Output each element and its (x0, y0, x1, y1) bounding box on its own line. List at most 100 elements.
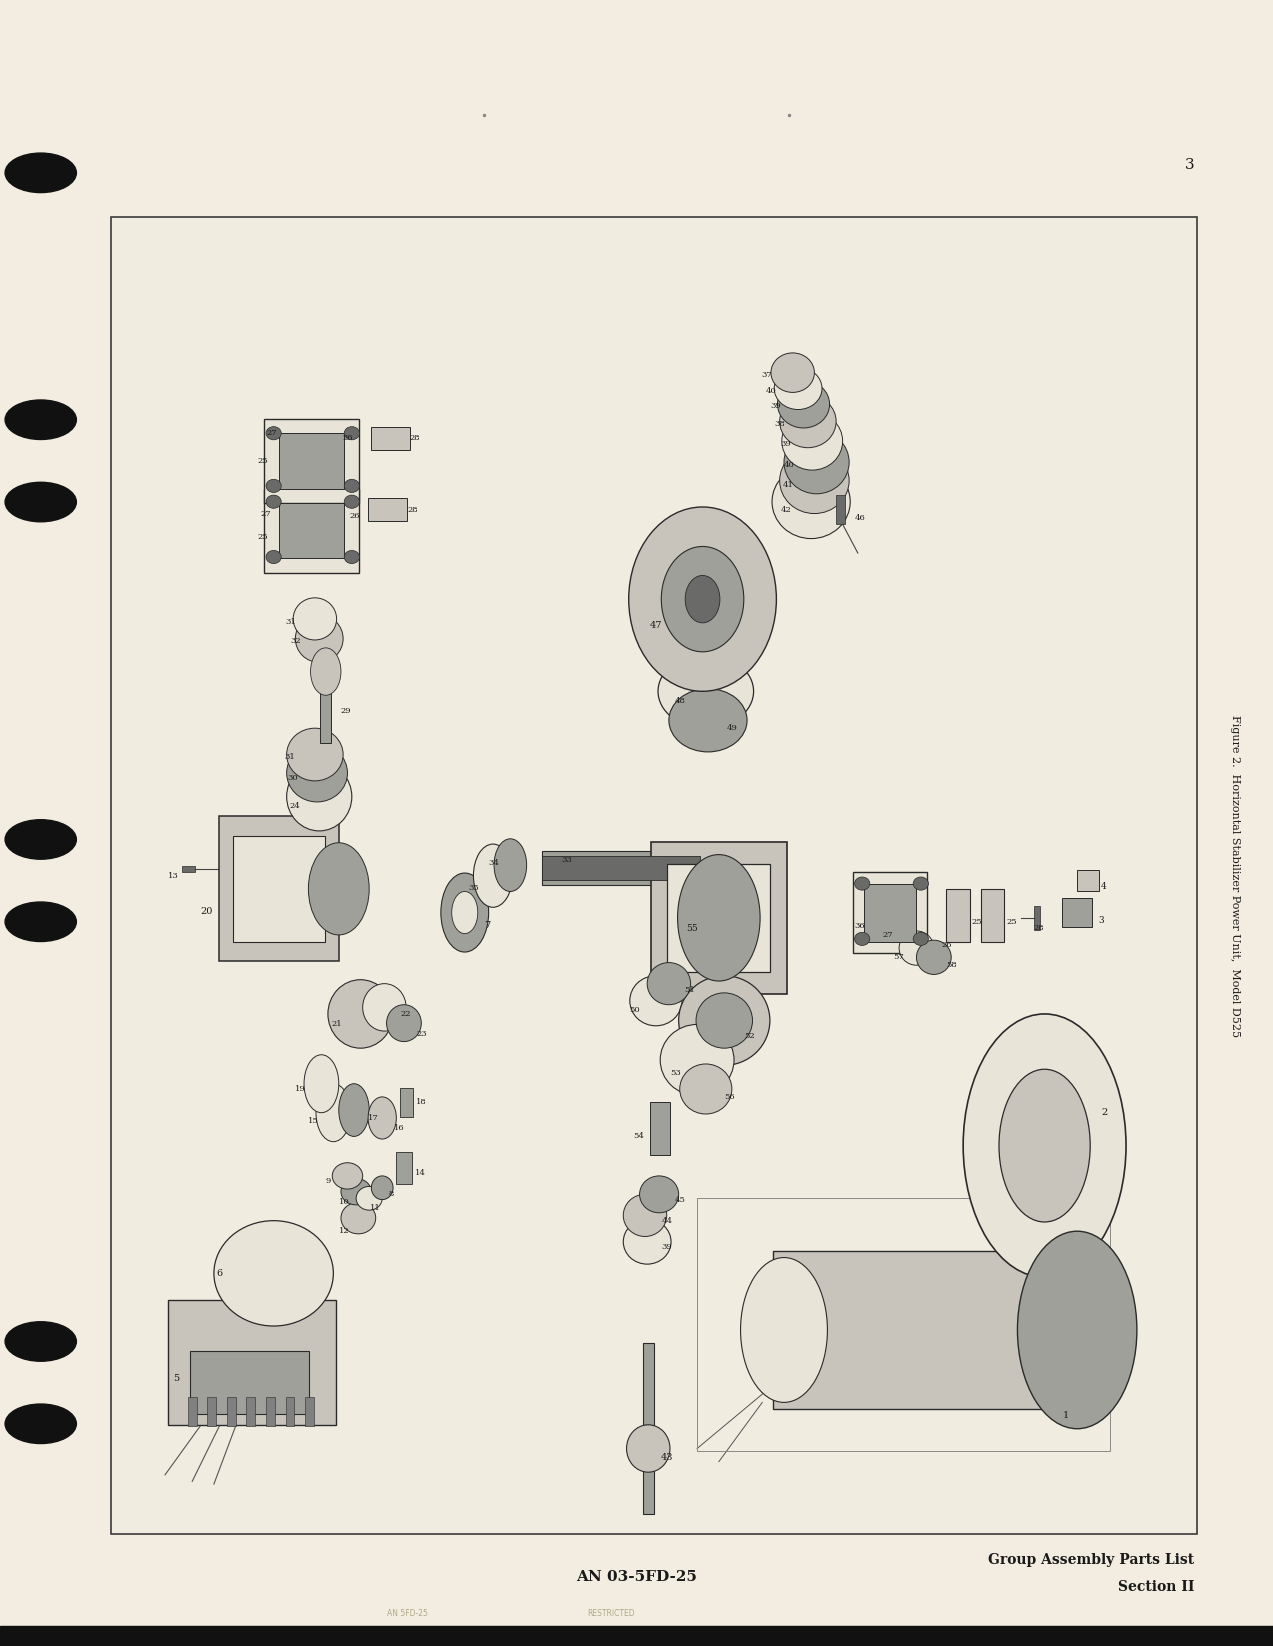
Bar (980, 889, 1004, 942)
Text: 55: 55 (686, 923, 698, 933)
Bar (643, 1343, 654, 1514)
Text: Figure 2.  Horizontal Stabilizer Power Unit,  Model D525: Figure 2. Horizontal Stabilizer Power Un… (1230, 714, 1240, 1037)
Ellipse shape (782, 412, 843, 471)
Ellipse shape (771, 464, 850, 538)
Text: 54: 54 (633, 1132, 644, 1141)
Bar (207, 1397, 216, 1425)
Ellipse shape (474, 844, 513, 907)
Text: 26: 26 (342, 435, 353, 443)
Text: 17: 17 (368, 1114, 379, 1123)
Bar (651, 843, 787, 994)
Ellipse shape (5, 400, 76, 439)
Text: 11: 11 (370, 1203, 381, 1211)
Ellipse shape (917, 940, 951, 974)
Text: Section II: Section II (1118, 1580, 1194, 1593)
Bar (400, 1088, 412, 1116)
Text: 52: 52 (743, 1032, 755, 1040)
Text: 16: 16 (395, 1124, 405, 1132)
Text: 58: 58 (946, 961, 956, 969)
Text: Group Assembly Parts List: Group Assembly Parts List (988, 1554, 1194, 1567)
Text: AN 03-5FD-25: AN 03-5FD-25 (577, 1570, 696, 1583)
Ellipse shape (328, 979, 393, 1049)
Ellipse shape (913, 932, 928, 945)
Text: 56: 56 (724, 1093, 735, 1101)
Bar (542, 856, 700, 879)
Ellipse shape (214, 1221, 334, 1327)
Text: 7: 7 (485, 922, 490, 930)
Text: 14: 14 (415, 1169, 425, 1177)
Ellipse shape (854, 877, 869, 890)
Ellipse shape (774, 367, 822, 410)
Text: 40: 40 (784, 461, 794, 469)
Ellipse shape (647, 963, 691, 1004)
Ellipse shape (266, 479, 281, 492)
Ellipse shape (452, 892, 477, 933)
Ellipse shape (999, 1070, 1090, 1221)
Bar (853, 872, 927, 953)
Ellipse shape (630, 976, 682, 1025)
Ellipse shape (680, 1063, 732, 1114)
Text: 1: 1 (1063, 1411, 1069, 1420)
Ellipse shape (344, 479, 359, 492)
Ellipse shape (639, 1175, 679, 1213)
Ellipse shape (316, 1083, 351, 1142)
Text: RESTRICTED: RESTRICTED (587, 1608, 635, 1618)
Text: 28: 28 (410, 435, 420, 443)
Text: 39: 39 (770, 402, 780, 410)
Text: 20: 20 (200, 907, 213, 915)
Bar (396, 1152, 411, 1183)
Text: 29: 29 (340, 708, 350, 714)
Bar (368, 497, 407, 522)
Text: AN 5FD-25: AN 5FD-25 (387, 1608, 428, 1618)
Text: 27: 27 (261, 510, 271, 517)
Bar (279, 504, 344, 558)
Text: 41: 41 (783, 481, 794, 489)
Text: 8: 8 (388, 1190, 393, 1198)
Bar (182, 866, 196, 872)
Text: 30: 30 (288, 774, 298, 782)
Text: 44: 44 (661, 1216, 672, 1225)
Ellipse shape (286, 728, 344, 780)
Text: 18: 18 (416, 1098, 426, 1106)
Ellipse shape (440, 872, 489, 951)
Text: 26: 26 (942, 942, 952, 950)
Ellipse shape (344, 495, 359, 509)
Ellipse shape (913, 877, 928, 890)
Text: 25: 25 (1007, 918, 1017, 925)
Text: 35: 35 (468, 884, 479, 892)
Ellipse shape (771, 352, 815, 392)
Ellipse shape (685, 576, 721, 622)
Ellipse shape (341, 1202, 376, 1234)
Text: 10: 10 (339, 1198, 350, 1207)
Ellipse shape (624, 1195, 667, 1236)
Ellipse shape (5, 482, 76, 522)
Ellipse shape (295, 616, 344, 662)
Ellipse shape (5, 820, 76, 859)
Ellipse shape (658, 655, 754, 728)
Ellipse shape (854, 932, 869, 945)
Text: 42: 42 (780, 505, 792, 514)
Ellipse shape (679, 976, 770, 1065)
Bar (219, 816, 339, 961)
Ellipse shape (5, 902, 76, 942)
Text: 49: 49 (727, 724, 737, 732)
Ellipse shape (5, 1404, 76, 1444)
Text: 28: 28 (407, 505, 418, 514)
Text: 12: 12 (339, 1228, 350, 1234)
Ellipse shape (286, 762, 351, 831)
Ellipse shape (784, 431, 849, 494)
Ellipse shape (372, 1175, 393, 1200)
Ellipse shape (696, 993, 752, 1049)
Ellipse shape (779, 395, 836, 448)
Bar (652, 543, 754, 655)
Ellipse shape (1017, 1231, 1137, 1429)
Text: 26: 26 (350, 512, 360, 520)
Ellipse shape (266, 550, 281, 563)
Ellipse shape (332, 1162, 363, 1188)
Ellipse shape (304, 1055, 339, 1113)
Text: 5: 5 (173, 1374, 179, 1383)
Bar (188, 1397, 196, 1425)
Text: 22: 22 (401, 1011, 411, 1017)
Ellipse shape (286, 744, 348, 802)
Text: 47: 47 (649, 621, 662, 630)
